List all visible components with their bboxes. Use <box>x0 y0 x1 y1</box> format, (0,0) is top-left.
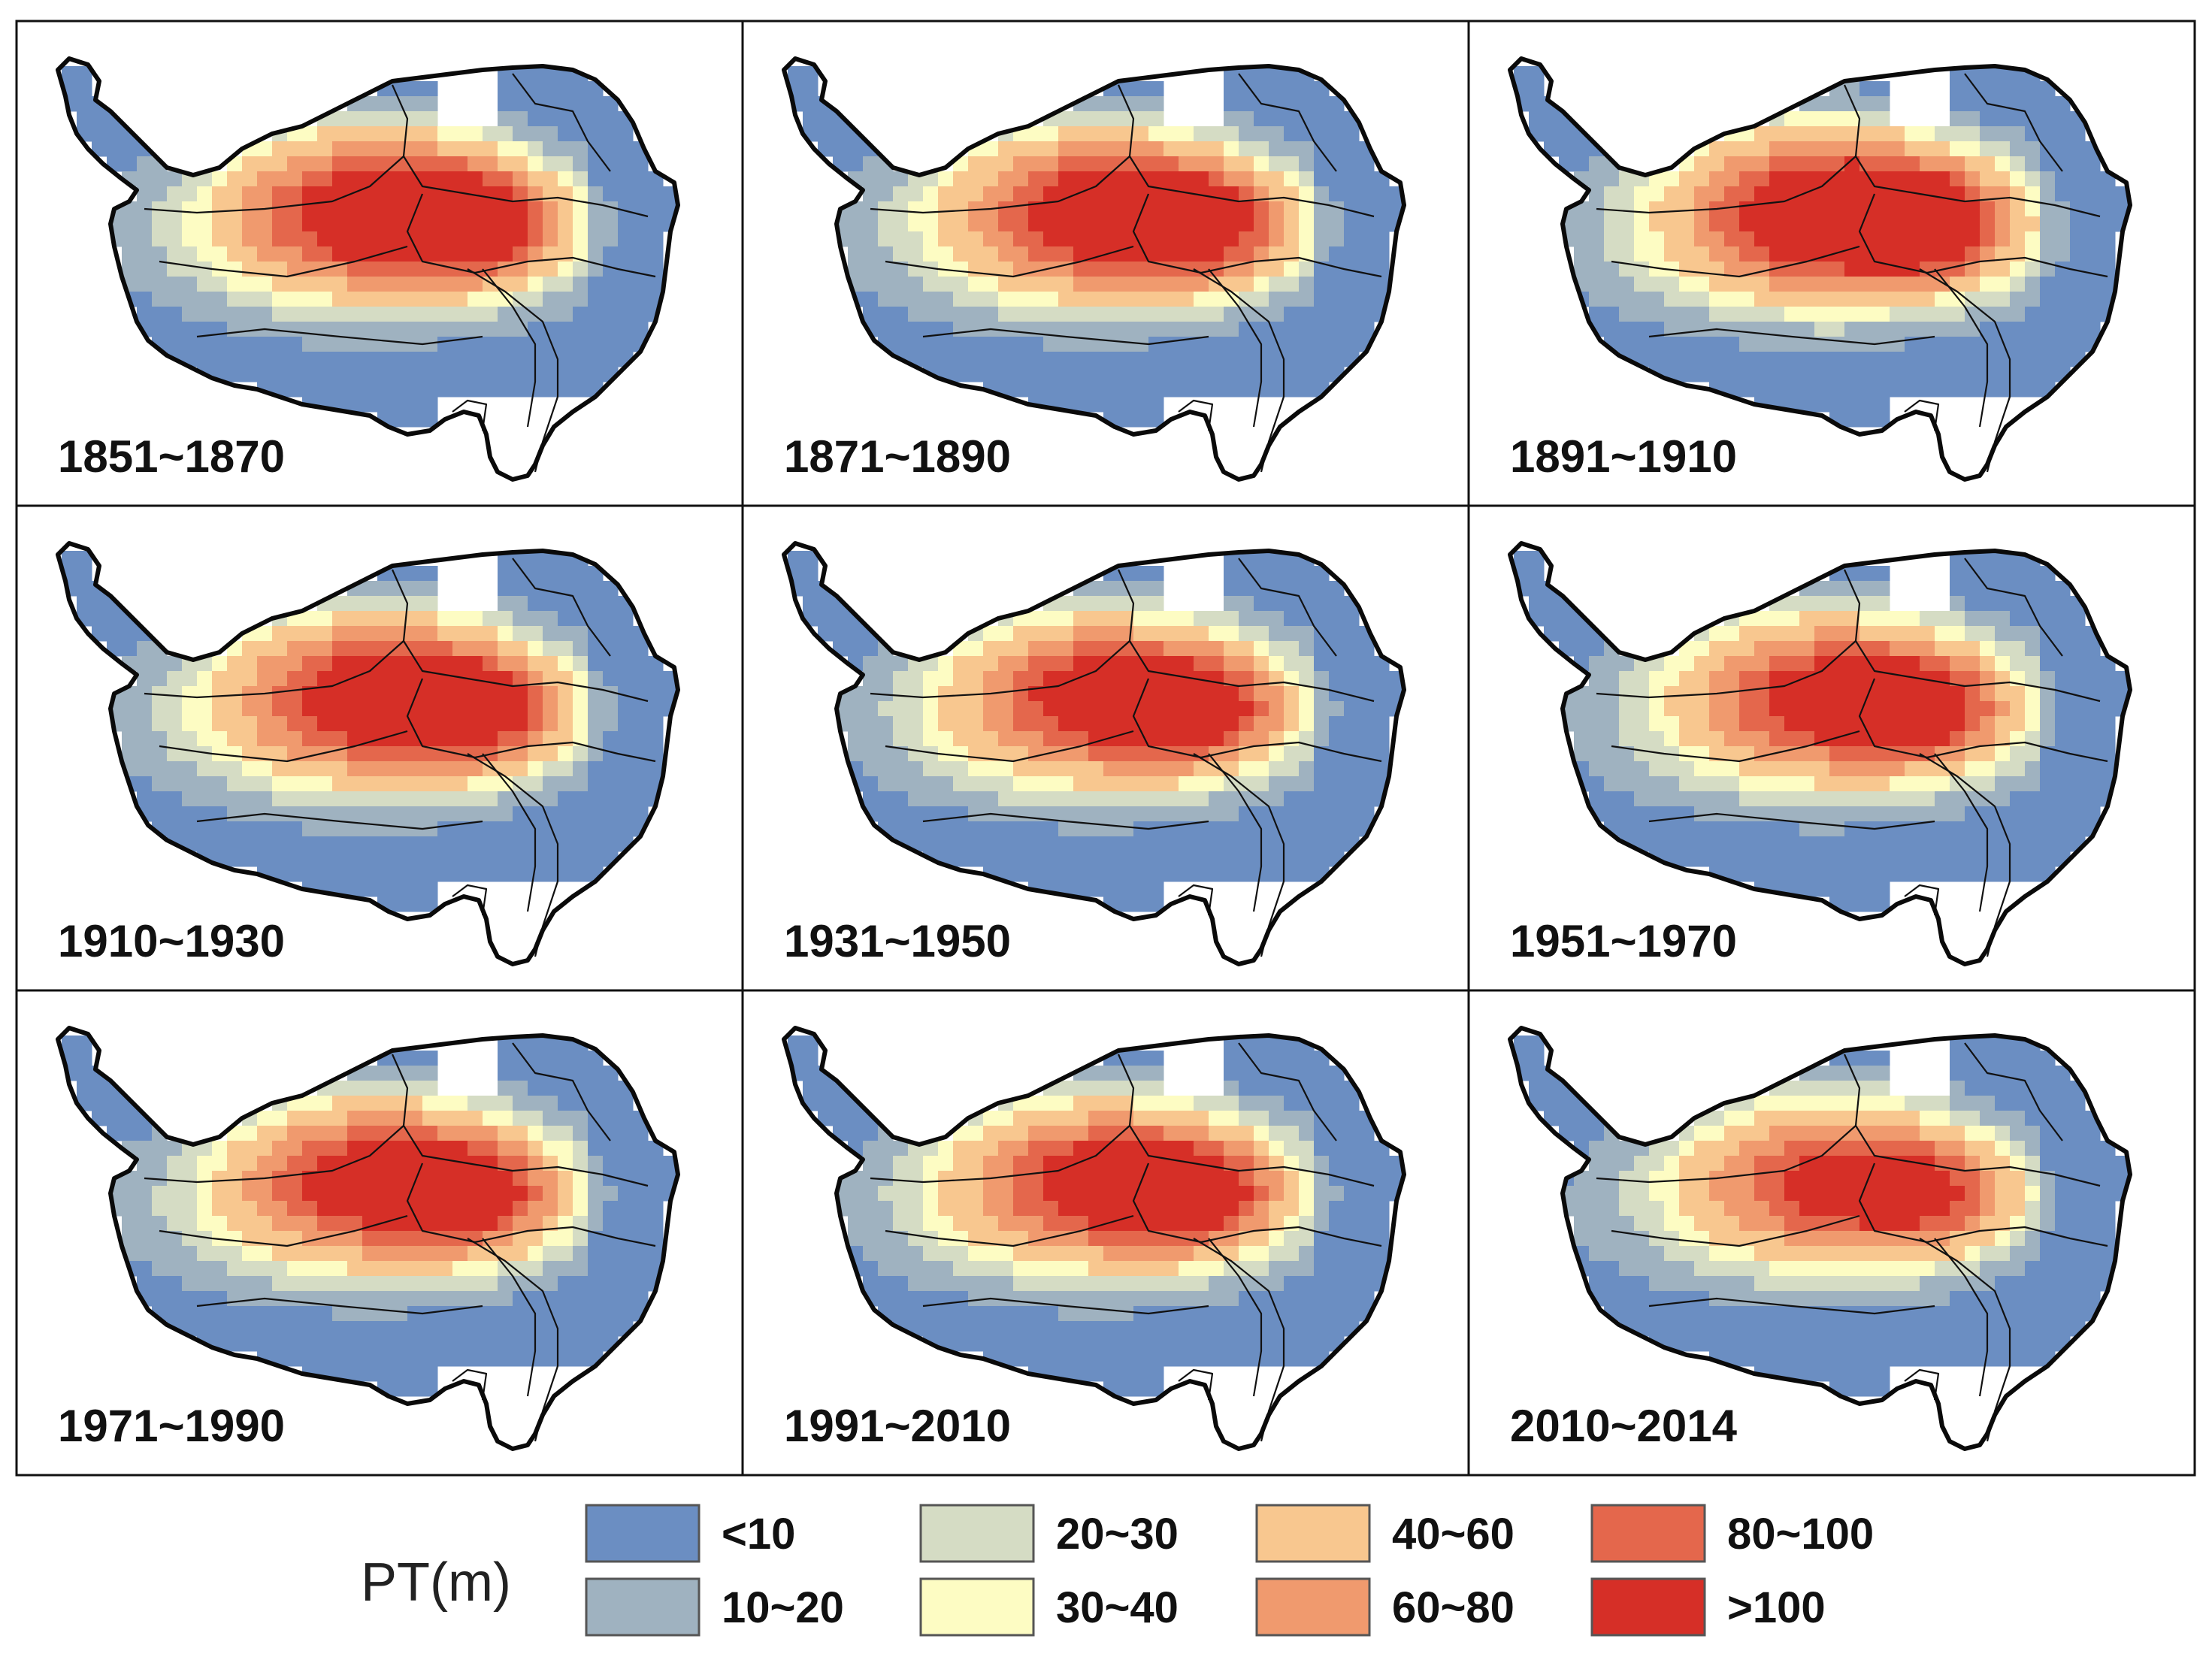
legend-swatch <box>585 1504 701 1563</box>
basin-boundaries <box>870 73 1382 473</box>
pt-raster <box>62 66 678 428</box>
plateau-outline <box>1508 56 2132 482</box>
panel-period-label: 1971~1990 <box>58 1401 285 1451</box>
map-panel-3: 1891~1910 <box>1467 20 2196 507</box>
legend-swatch <box>1255 1504 1371 1563</box>
panel-period-label: 1910~1930 <box>58 916 285 966</box>
plateau-outline <box>1508 1026 2132 1451</box>
basin-boundaries <box>1596 1042 2108 1442</box>
panel-period-label: 1951~1970 <box>1510 916 1737 966</box>
panel-period-label: 1851~1870 <box>58 431 285 482</box>
legend-swatch <box>1255 1577 1371 1637</box>
legend-swatch <box>1590 1504 1706 1563</box>
panel-period-label: 1931~1950 <box>784 916 1011 966</box>
legend-item: 60~80 <box>1255 1577 1515 1637</box>
legend-swatch <box>585 1577 701 1637</box>
map-panel-8: 1991~2010 <box>741 989 1470 1477</box>
legend-label: 20~30 <box>1056 1510 1179 1559</box>
plateau-outline <box>56 56 680 482</box>
plateau-outline <box>782 56 1406 482</box>
panel-period-label: 1871~1890 <box>784 431 1011 482</box>
basin-boundaries <box>1596 558 2108 957</box>
legend-swatch <box>919 1504 1035 1563</box>
basin-boundaries <box>870 558 1382 957</box>
panel-period-label: 1891~1910 <box>1510 431 1737 482</box>
pt-raster <box>62 551 678 912</box>
map-panel-7: 1971~1990 <box>15 989 744 1477</box>
legend-items: <10 10~20 20~30 30~40 40~60 60~80 80~100 >100 <box>585 1504 1874 1637</box>
legend-item: 30~40 <box>919 1577 1179 1637</box>
plateau-outline <box>1508 541 2132 966</box>
map-panel-6: 1951~1970 <box>1467 504 2196 992</box>
legend-label: 40~60 <box>1392 1510 1515 1559</box>
pt-raster <box>1514 66 2130 428</box>
legend: PT(m) <10 10~20 20~30 30~40 40~60 60~80 80~100… <box>361 1504 1874 1637</box>
legend-label: >100 <box>1727 1583 1826 1632</box>
legend-swatch <box>919 1577 1035 1637</box>
legend-label: <10 <box>722 1510 795 1559</box>
map-panel-1: 1851~1870 <box>15 20 744 507</box>
legend-label: 10~20 <box>722 1583 844 1632</box>
pt-raster <box>788 66 1404 428</box>
plateau-outline <box>782 541 1406 966</box>
map-panel-5: 1931~1950 <box>741 504 1470 992</box>
basin-boundaries <box>144 558 656 957</box>
panel-period-label: 1991~2010 <box>784 1401 1011 1451</box>
legend-item: 10~20 <box>585 1577 844 1637</box>
legend-item: 80~100 <box>1590 1504 1874 1563</box>
legend-label: 80~100 <box>1727 1510 1874 1559</box>
basin-boundaries <box>870 1042 1382 1442</box>
legend-item: >100 <box>1590 1577 1826 1637</box>
legend-label: 30~40 <box>1056 1583 1179 1632</box>
panel-period-label: 2010~2014 <box>1510 1401 1738 1451</box>
plateau-outline <box>56 541 680 966</box>
plateau-outline <box>56 1026 680 1451</box>
basin-boundaries <box>1596 73 2108 473</box>
legend-item: 40~60 <box>1255 1504 1515 1563</box>
map-panel-4: 1910~1930 <box>15 504 744 992</box>
map-panel-2: 1871~1890 <box>741 20 1470 507</box>
legend-swatch <box>1590 1577 1706 1637</box>
basin-boundaries <box>144 73 656 473</box>
map-panel-9: 2010~2014 <box>1467 989 2196 1477</box>
plateau-outline <box>782 1026 1406 1451</box>
pt-raster <box>788 1036 1404 1397</box>
legend-title: PT(m) <box>361 1553 511 1613</box>
legend-label: 60~80 <box>1392 1583 1515 1632</box>
legend-item: <10 <box>585 1504 795 1563</box>
legend-item: 20~30 <box>919 1504 1179 1563</box>
panel-grid: 1851~1870 1871~1890 1891~1910 1910~1930 1931… <box>15 20 2196 1477</box>
